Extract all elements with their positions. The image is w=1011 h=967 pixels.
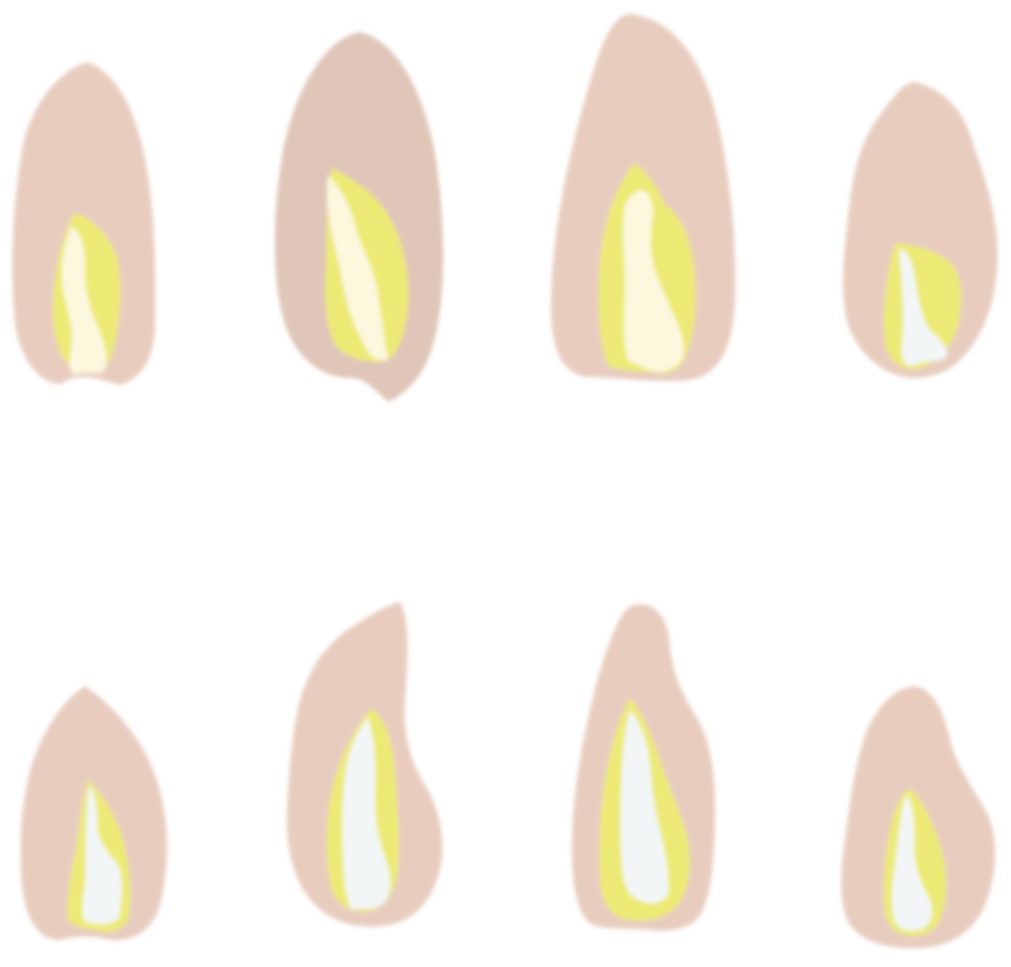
kernel-r2-c2 — [286, 602, 443, 927]
kernel-r2-c2-inner — [342, 718, 391, 910]
kernel-r1-c4 — [843, 82, 998, 378]
kernel-r1-c1-inner — [61, 226, 107, 375]
kernel-r1-c2-inner — [327, 175, 388, 361]
kernel-r1-c2 — [274, 32, 444, 402]
kernel-r2-c3-inner — [620, 710, 669, 904]
kernel-r2-c1-inner — [82, 785, 122, 925]
kernel-r1-c1 — [12, 62, 156, 385]
kernel-r1-c3-inner — [622, 190, 684, 372]
kernel-r2-c1 — [20, 686, 167, 941]
kernel-r2-c3 — [571, 604, 716, 931]
kernel-r2-c4-inner — [891, 795, 932, 931]
kernel-r2-c4 — [841, 686, 996, 949]
kernel-r1-c3 — [550, 14, 736, 381]
kernel-r1-c4-inner — [899, 248, 947, 366]
